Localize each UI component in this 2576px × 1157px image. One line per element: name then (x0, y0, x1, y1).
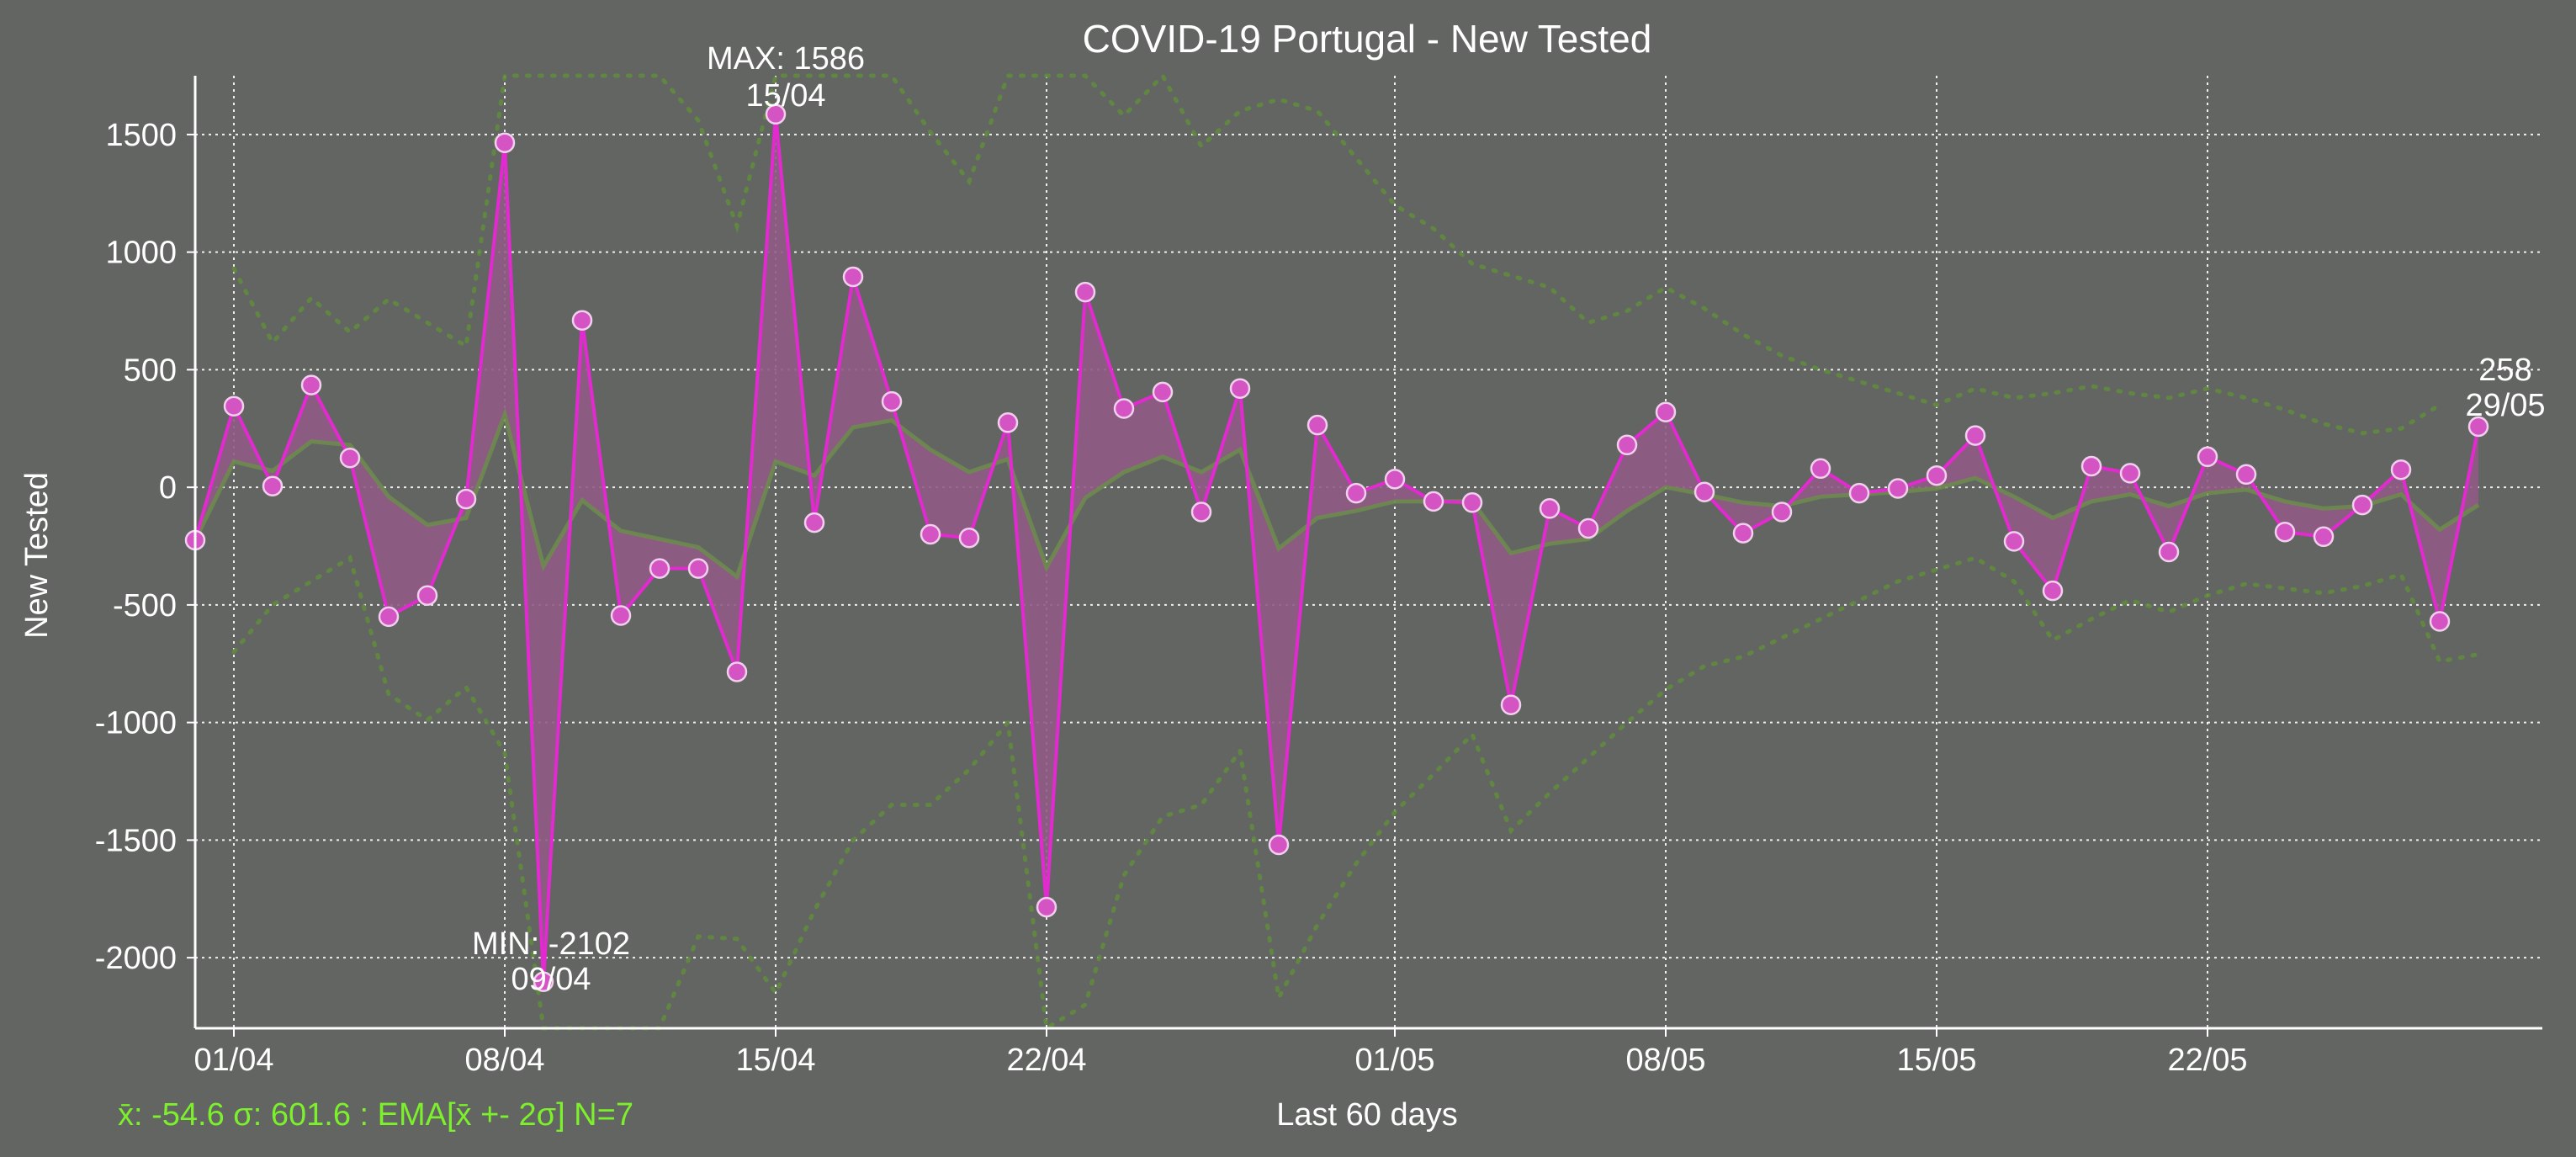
data-point (2042, 580, 2064, 602)
y-tick-label: 0 (159, 470, 177, 506)
data-point (842, 266, 864, 288)
data-point (1693, 481, 1715, 502)
data-point (1190, 502, 1212, 523)
data-point (1655, 401, 1677, 422)
y-axis-label: New Tested (19, 472, 55, 639)
data-point (2313, 526, 2335, 548)
data-point (1461, 492, 1483, 513)
data-point (997, 412, 1019, 433)
y-tick-label: -1000 (95, 706, 177, 741)
data-point (649, 558, 671, 579)
data-point (2003, 531, 2025, 552)
data-point (2080, 455, 2102, 477)
data-point (223, 395, 245, 417)
data-point (300, 374, 322, 395)
max-annotation-value: MAX: 1586 (707, 41, 865, 77)
x-axis-label: Last 60 days (1276, 1097, 1457, 1133)
data-point (1771, 502, 1793, 523)
axes (193, 76, 2542, 1030)
data-point (1732, 523, 1754, 544)
data-point (1616, 434, 1638, 456)
data-point (2390, 459, 2412, 480)
data-point (339, 447, 361, 469)
data-point (262, 475, 284, 496)
data-point (1113, 398, 1135, 419)
y-tick-label: -1500 (95, 823, 177, 858)
chart-title: COVID-19 Portugal - New Tested (1083, 17, 1652, 61)
data-point (803, 512, 825, 533)
data-point (571, 310, 593, 331)
data-point (920, 523, 941, 545)
markers (184, 103, 2489, 992)
data-point (726, 661, 748, 682)
data-point (765, 103, 787, 125)
data-point (1345, 482, 1367, 504)
x-tick-label: 15/05 (1896, 1043, 1976, 1078)
min-annotation-date: 09/04 (511, 962, 591, 997)
data-point (2274, 521, 2296, 543)
y-tick-label: 1000 (105, 236, 177, 271)
data-point (1268, 834, 1290, 856)
data-point (958, 527, 980, 549)
data-point (1539, 498, 1561, 519)
x-tick-label: 01/05 (1354, 1043, 1434, 1078)
upper-band-line (231, 72, 2442, 436)
y-tick-label: 500 (124, 353, 177, 388)
stats-footer: x̄: -54.6 σ: 601.6 : EMA[x̄ +- 2σ] N=7 (118, 1097, 633, 1133)
data-point (2351, 494, 2373, 516)
max-annotation-date: 15/04 (745, 78, 825, 114)
x-tick-label: 08/05 (1625, 1043, 1705, 1078)
data-point (881, 390, 903, 412)
data-point (533, 971, 554, 992)
fill-between-area (195, 114, 2478, 982)
data-point (2467, 416, 2489, 438)
data-point (2119, 463, 2141, 484)
x-tick-label: 22/05 (2167, 1043, 2247, 1078)
data-point (1036, 896, 1057, 918)
data-point (2235, 464, 2257, 486)
x-tick-label: 22/04 (1006, 1043, 1086, 1078)
fill-area (195, 114, 2478, 982)
data-point (1423, 491, 1444, 512)
min-annotation-value: MIN: -2102 (472, 926, 630, 962)
ema-line (193, 407, 2480, 581)
data-point (1307, 414, 1328, 436)
data-point (1848, 482, 1870, 504)
data-point (1384, 469, 1406, 490)
data-point (416, 585, 438, 606)
data-point (687, 558, 709, 579)
data-point (2429, 611, 2451, 632)
data-point (494, 132, 516, 153)
data-point (1152, 381, 1174, 403)
data-point (1577, 517, 1599, 539)
x-tick-label: 08/04 (464, 1043, 544, 1078)
data-point (1229, 378, 1251, 399)
data-point (1810, 458, 1831, 480)
y-tick-label: 1500 (105, 118, 177, 153)
y-tick-label: -500 (113, 588, 177, 624)
x-tick-label: 01/04 (193, 1043, 273, 1078)
last-annotation-value: 258 (2478, 353, 2531, 388)
data-point (455, 488, 477, 510)
data-point (2158, 541, 2180, 563)
data-point (1926, 464, 1948, 486)
data-point (1964, 425, 1986, 446)
data-point (1074, 281, 1096, 303)
x-tick-label: 15/04 (735, 1043, 815, 1078)
data-point (378, 606, 400, 628)
data-point (2197, 446, 2218, 468)
tick-labels: -2000 -1500 -1000 -500 0 500 1000 1500 01/04 08/0… (95, 118, 2248, 1078)
y-tick-label: -2000 (95, 941, 177, 976)
data-point (1500, 694, 1522, 715)
ema-layer (193, 407, 2480, 581)
last-annotation-date: 29/05 (2465, 388, 2545, 423)
data-point (610, 605, 632, 626)
data-point (1887, 478, 1909, 499)
